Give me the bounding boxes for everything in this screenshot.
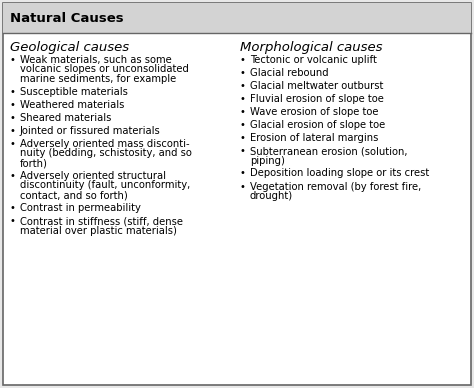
Text: Adversely oriented mass disconti-: Adversely oriented mass disconti- xyxy=(20,139,190,149)
Text: Glacial rebound: Glacial rebound xyxy=(250,68,328,78)
Text: Erosion of lateral margins: Erosion of lateral margins xyxy=(250,133,378,143)
Text: Geological causes: Geological causes xyxy=(10,41,129,54)
Text: Adversely oriented structural: Adversely oriented structural xyxy=(20,171,166,181)
Text: •: • xyxy=(10,216,16,226)
Text: •: • xyxy=(10,87,16,97)
Text: Deposition loading slope or its crest: Deposition loading slope or its crest xyxy=(250,168,429,178)
Text: Susceptible materials: Susceptible materials xyxy=(20,87,128,97)
Text: •: • xyxy=(10,171,16,181)
Text: discontinuity (fault, unconformity,: discontinuity (fault, unconformity, xyxy=(20,180,190,191)
Text: Glacial erosion of slope toe: Glacial erosion of slope toe xyxy=(250,120,385,130)
Text: •: • xyxy=(240,68,246,78)
Text: nuity (bedding, schistosity, and so: nuity (bedding, schistosity, and so xyxy=(20,149,192,159)
Text: marine sediments, for example: marine sediments, for example xyxy=(20,74,176,84)
Text: •: • xyxy=(10,55,16,65)
Text: drought): drought) xyxy=(250,191,293,201)
Text: •: • xyxy=(10,113,16,123)
Text: •: • xyxy=(240,133,246,143)
Text: •: • xyxy=(10,126,16,136)
Text: •: • xyxy=(240,107,246,117)
Text: •: • xyxy=(240,120,246,130)
Text: Glacial meltwater outburst: Glacial meltwater outburst xyxy=(250,81,383,91)
Text: •: • xyxy=(240,146,246,156)
Text: •: • xyxy=(240,55,246,65)
Text: Weak materials, such as some: Weak materials, such as some xyxy=(20,55,172,65)
Text: Contrast in stiffness (stiff, dense: Contrast in stiffness (stiff, dense xyxy=(20,216,183,226)
Text: Jointed or fissured materials: Jointed or fissured materials xyxy=(20,126,161,136)
Text: •: • xyxy=(240,182,246,192)
Text: Fluvial erosion of slope toe: Fluvial erosion of slope toe xyxy=(250,94,384,104)
Text: •: • xyxy=(10,100,16,110)
FancyBboxPatch shape xyxy=(3,3,471,33)
Text: Morphological causes: Morphological causes xyxy=(240,41,383,54)
Text: •: • xyxy=(240,94,246,104)
Text: Tectonic or volcanic uplift: Tectonic or volcanic uplift xyxy=(250,55,377,65)
Text: forth): forth) xyxy=(20,158,48,168)
Text: contact, and so forth): contact, and so forth) xyxy=(20,190,128,200)
Text: •: • xyxy=(240,81,246,91)
Text: Sheared materials: Sheared materials xyxy=(20,113,111,123)
Text: Subterranean erosion (solution,: Subterranean erosion (solution, xyxy=(250,146,408,156)
Text: Natural Causes: Natural Causes xyxy=(10,12,124,24)
Text: •: • xyxy=(10,203,16,213)
FancyBboxPatch shape xyxy=(3,3,471,385)
Text: Weathered materials: Weathered materials xyxy=(20,100,124,110)
Text: piping): piping) xyxy=(250,156,285,166)
Text: •: • xyxy=(10,139,16,149)
Text: material over plastic materials): material over plastic materials) xyxy=(20,225,177,236)
Text: Contrast in permeability: Contrast in permeability xyxy=(20,203,141,213)
Text: •: • xyxy=(240,168,246,178)
Text: Wave erosion of slope toe: Wave erosion of slope toe xyxy=(250,107,379,117)
Text: Vegetation removal (by forest fire,: Vegetation removal (by forest fire, xyxy=(250,182,421,192)
Text: volcanic slopes or unconsolidated: volcanic slopes or unconsolidated xyxy=(20,64,189,74)
